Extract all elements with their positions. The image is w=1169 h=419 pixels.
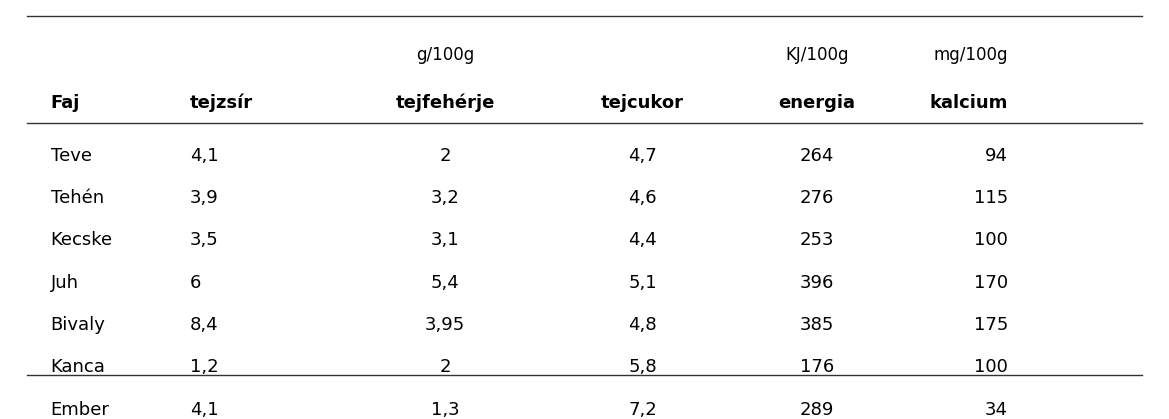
Text: Kecske: Kecske <box>50 231 112 249</box>
Text: 175: 175 <box>974 316 1008 334</box>
Text: 276: 276 <box>800 189 833 207</box>
Text: 4,7: 4,7 <box>628 147 657 165</box>
Text: 4,4: 4,4 <box>628 231 657 249</box>
Text: Bivaly: Bivaly <box>50 316 105 334</box>
Text: 6: 6 <box>189 274 201 292</box>
Text: 8,4: 8,4 <box>189 316 219 334</box>
Text: 1,3: 1,3 <box>431 401 459 419</box>
Text: 5,8: 5,8 <box>628 359 657 376</box>
Text: 289: 289 <box>800 401 833 419</box>
Text: tejcukor: tejcukor <box>601 93 684 111</box>
Text: Juh: Juh <box>50 274 78 292</box>
Text: KJ/100g: KJ/100g <box>784 46 849 64</box>
Text: energia: energia <box>779 93 856 111</box>
Text: 3,2: 3,2 <box>431 189 459 207</box>
Text: 4,8: 4,8 <box>628 316 657 334</box>
Text: tejfehérje: tejfehérje <box>395 93 494 112</box>
Text: 253: 253 <box>800 231 833 249</box>
Text: 264: 264 <box>800 147 833 165</box>
Text: 34: 34 <box>985 401 1008 419</box>
Text: 5,1: 5,1 <box>628 274 657 292</box>
Text: 3,1: 3,1 <box>431 231 459 249</box>
Text: mg/100g: mg/100g <box>934 46 1008 64</box>
Text: 385: 385 <box>800 316 833 334</box>
Text: 2: 2 <box>440 359 451 376</box>
Text: 396: 396 <box>800 274 833 292</box>
Text: Tehén: Tehén <box>50 189 104 207</box>
Text: 5,4: 5,4 <box>431 274 459 292</box>
Text: g/100g: g/100g <box>416 46 475 64</box>
Text: 100: 100 <box>974 231 1008 249</box>
Text: 4,1: 4,1 <box>189 401 219 419</box>
Text: tejzsír: tejzsír <box>189 93 253 112</box>
Text: kalcium: kalcium <box>929 93 1008 111</box>
Text: 1,2: 1,2 <box>189 359 219 376</box>
Text: 115: 115 <box>974 189 1008 207</box>
Text: 170: 170 <box>974 274 1008 292</box>
Text: 94: 94 <box>985 147 1008 165</box>
Text: Ember: Ember <box>50 401 110 419</box>
Text: 4,1: 4,1 <box>189 147 219 165</box>
Text: Kanca: Kanca <box>50 359 105 376</box>
Text: 3,9: 3,9 <box>189 189 219 207</box>
Text: 100: 100 <box>974 359 1008 376</box>
Text: 7,2: 7,2 <box>628 401 657 419</box>
Text: 3,5: 3,5 <box>189 231 219 249</box>
Text: 4,6: 4,6 <box>628 189 657 207</box>
Text: Teve: Teve <box>50 147 91 165</box>
Text: 3,95: 3,95 <box>426 316 465 334</box>
Text: Faj: Faj <box>50 93 79 111</box>
Text: 176: 176 <box>800 359 833 376</box>
Text: 2: 2 <box>440 147 451 165</box>
